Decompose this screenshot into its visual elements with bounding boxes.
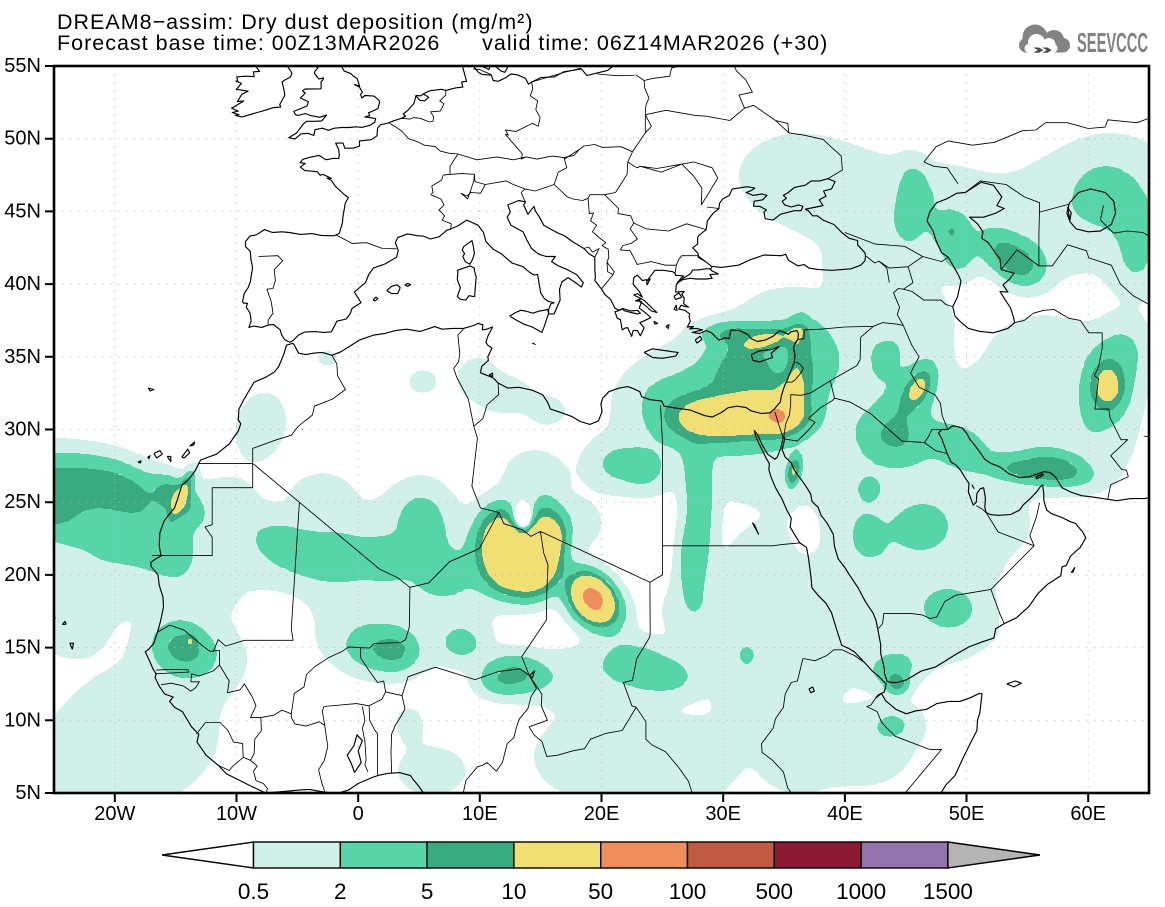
- svg-text:40E: 40E: [827, 803, 863, 825]
- svg-text:0: 0: [353, 803, 364, 825]
- svg-text:20E: 20E: [584, 803, 620, 825]
- svg-text:15N: 15N: [4, 637, 41, 659]
- svg-text:500: 500: [756, 879, 794, 904]
- svg-text:55N: 55N: [4, 55, 41, 77]
- svg-text:45N: 45N: [4, 200, 41, 222]
- svg-text:100: 100: [669, 879, 707, 904]
- svg-text:5: 5: [421, 879, 434, 904]
- svg-text:Forecast base time: 00Z13MAR20: Forecast base time: 00Z13MAR2026 valid t…: [57, 31, 828, 55]
- svg-text:1500: 1500: [923, 879, 973, 904]
- svg-text:40N: 40N: [4, 273, 41, 295]
- svg-text:10E: 10E: [462, 803, 498, 825]
- svg-text:DREAM8−assim: Dry dust deposit: DREAM8−assim: Dry dust deposition (mg/m²…: [57, 10, 534, 34]
- svg-text:2: 2: [334, 879, 347, 904]
- svg-text:10N: 10N: [4, 709, 41, 731]
- svg-text:50E: 50E: [949, 803, 985, 825]
- svg-text:1000: 1000: [836, 879, 886, 904]
- svg-text:30N: 30N: [4, 419, 41, 441]
- svg-text:5N: 5N: [15, 782, 41, 804]
- svg-text:35N: 35N: [4, 346, 41, 368]
- svg-text:20N: 20N: [4, 564, 41, 586]
- svg-text:10W: 10W: [216, 803, 257, 825]
- svg-text:30E: 30E: [705, 803, 741, 825]
- svg-text:20W: 20W: [94, 803, 135, 825]
- svg-text:60E: 60E: [1070, 803, 1106, 825]
- svg-text:50: 50: [588, 879, 613, 904]
- svg-text:10: 10: [501, 879, 526, 904]
- svg-text:0.5: 0.5: [238, 879, 269, 904]
- svg-text:50N: 50N: [4, 128, 41, 150]
- svg-text:25N: 25N: [4, 491, 41, 513]
- svg-text:SEEVCCC: SEEVCCC: [1077, 27, 1148, 58]
